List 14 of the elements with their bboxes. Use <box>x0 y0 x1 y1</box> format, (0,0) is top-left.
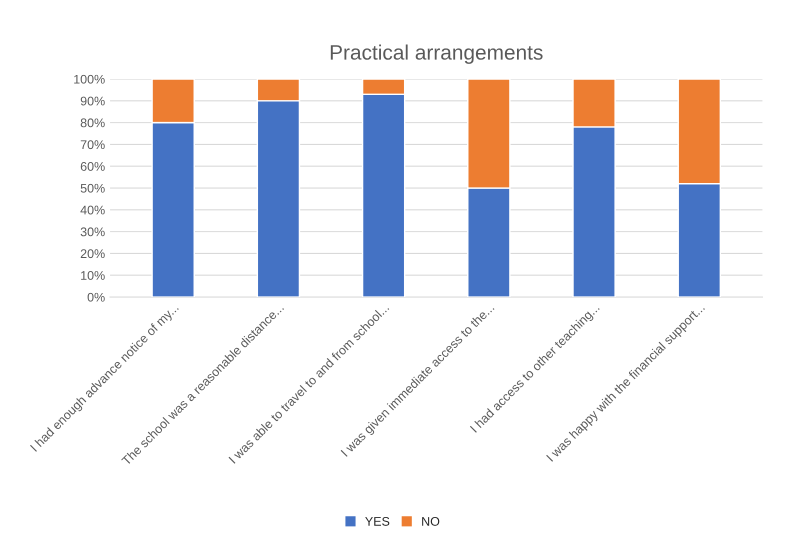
y-tick-label: 60% <box>80 162 105 171</box>
y-tick-label: 20% <box>80 249 105 258</box>
y-tick-label: 80% <box>80 118 105 128</box>
y-tick-label: 70% <box>80 140 105 150</box>
y-tick-label: 40% <box>80 206 105 214</box>
legend-label: NO <box>422 516 440 526</box>
y-tick-label: 0% <box>88 292 105 302</box>
y-tick-label: 50% <box>80 184 105 193</box>
y-tick-label: 30% <box>80 227 105 236</box>
legend-label: YES <box>365 516 390 526</box>
y-tick-label: 100% <box>74 74 105 84</box>
y-tick-label: 10% <box>81 271 105 280</box>
chart-title: Practical arrangements <box>330 44 543 64</box>
y-tick-label: 90% <box>80 96 105 106</box>
